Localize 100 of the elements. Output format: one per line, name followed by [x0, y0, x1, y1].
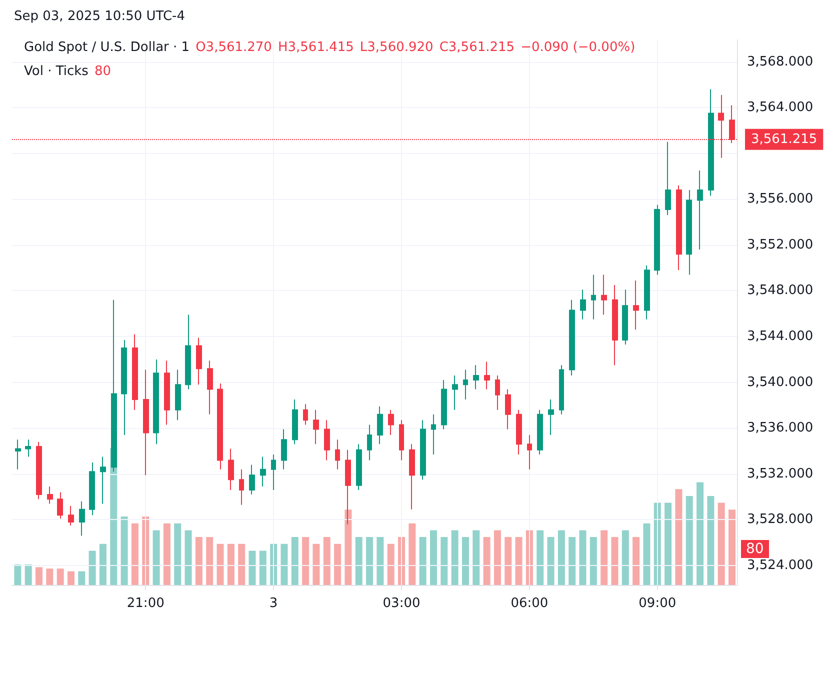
candlestick [441, 380, 447, 430]
annotation: −0.090 (−0.00%) [520, 40, 636, 55]
bar [163, 523, 170, 585]
candlestick [132, 334, 138, 410]
candlestick [420, 420, 426, 480]
bar [291, 537, 298, 585]
bar [46, 568, 54, 585]
bar [24, 564, 32, 585]
candlestick [527, 434, 532, 470]
bar [174, 523, 182, 585]
bar [248, 550, 256, 585]
bar [334, 544, 342, 585]
bar [344, 510, 352, 585]
bar [643, 523, 650, 585]
y-tick-label: 3,544.000 [747, 329, 814, 344]
candlestick [260, 456, 266, 488]
candlestick [89, 462, 95, 516]
bar [686, 496, 693, 585]
bar [472, 530, 480, 585]
annotation: C3,561.215 [439, 40, 515, 55]
chart-title: Gold Spot / U.S. Dollar · 1 [24, 40, 190, 55]
candlestick [36, 441, 42, 500]
bar [216, 544, 224, 585]
annotation: 80 [94, 64, 111, 79]
y-tick-label: 3,540.000 [747, 374, 814, 390]
candlestick [409, 444, 415, 510]
bar [515, 537, 522, 585]
candlestick [313, 409, 319, 445]
candlestick [601, 274, 607, 316]
y-tick-label: 3,536.000 [747, 420, 814, 436]
candlestick [249, 464, 255, 496]
bar [728, 510, 736, 585]
candlestick [431, 414, 436, 455]
bar [547, 537, 554, 585]
candlestick [452, 374, 458, 410]
bar [408, 523, 416, 585]
bar [718, 502, 725, 585]
candlestick [121, 339, 127, 436]
candlestick [185, 314, 191, 390]
candlestick [388, 409, 394, 436]
candlestick [484, 361, 490, 390]
candlestick [708, 88, 714, 196]
bar [632, 537, 640, 585]
bar [558, 530, 565, 585]
bar [14, 564, 22, 585]
text: 80 [741, 540, 769, 558]
bar [504, 537, 512, 585]
bar [36, 567, 43, 585]
candlestick [324, 420, 330, 461]
bar [206, 537, 214, 585]
bar [259, 550, 266, 585]
bar [483, 537, 490, 585]
bar [355, 537, 362, 585]
candlestick [335, 439, 340, 470]
candlestick [537, 409, 543, 455]
bar [494, 530, 501, 585]
candlestick [633, 280, 639, 330]
candlestick [367, 424, 372, 461]
candlestick [57, 492, 63, 520]
bar [675, 489, 682, 585]
y-tick-label: 3,528.000 [747, 512, 814, 528]
candlestick [569, 299, 575, 376]
x-tick-label: 09:00 [638, 596, 676, 611]
candlestick [463, 369, 468, 400]
bar [462, 537, 469, 585]
candlestick [47, 486, 53, 504]
candlestick [175, 369, 181, 421]
bar [120, 516, 128, 585]
bar [195, 537, 202, 585]
y-tick-label: 3,532.000 [747, 466, 814, 482]
candlestick [697, 170, 703, 250]
candlestick [612, 284, 618, 366]
y-tick-label: 3,556.000 [747, 192, 814, 207]
ref-line-label: 3,561.215 [751, 132, 818, 147]
x-tick-label: 21:00 [126, 596, 164, 611]
x-tick-label: 06:00 [510, 596, 548, 611]
candlestick [505, 388, 511, 430]
bar [312, 544, 320, 585]
bar [302, 537, 310, 585]
candlestick [399, 420, 404, 461]
candlestick [292, 399, 298, 445]
bar [78, 571, 86, 585]
candlestick [473, 364, 479, 390]
candlestick [654, 204, 660, 276]
bar [707, 496, 714, 585]
candlestick [196, 337, 202, 386]
candlestick [228, 448, 234, 490]
candlestick [100, 456, 106, 504]
candlestick [25, 439, 31, 458]
candlestick [143, 369, 149, 476]
candlestick [207, 360, 213, 415]
text: Sep 03, 2025 10:50 UTC-4 [14, 9, 185, 24]
candlestick [217, 382, 223, 470]
bar [184, 530, 192, 585]
chart-title: Vol · Ticks [24, 64, 88, 79]
candlestick [516, 409, 522, 455]
bar [664, 502, 672, 585]
candlestick [68, 506, 74, 526]
y-tick-label: 3,564.000 [747, 100, 814, 116]
candlestick [271, 454, 276, 490]
